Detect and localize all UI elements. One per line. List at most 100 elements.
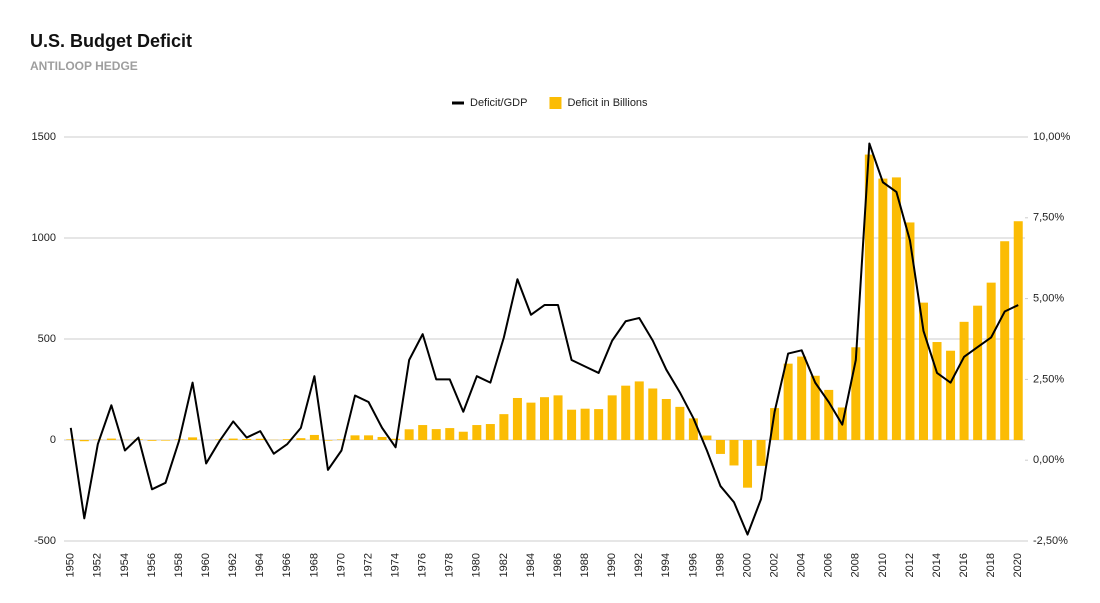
chart-subtitle: ANTILOOP HEDGE bbox=[30, 59, 138, 73]
bar bbox=[986, 282, 996, 440]
x-tick-label: 2018 bbox=[985, 553, 997, 577]
x-tick-label: 1952 bbox=[92, 553, 104, 577]
x-tick-label: 1986 bbox=[552, 553, 564, 577]
bar bbox=[770, 408, 780, 440]
line bbox=[69, 142, 1019, 536]
bar bbox=[810, 375, 820, 440]
x-tick-label: 1990 bbox=[606, 553, 618, 577]
x-tick-label: 1982 bbox=[498, 553, 510, 577]
x-tick-label: 2004 bbox=[796, 553, 808, 577]
bar bbox=[404, 429, 414, 440]
y-tick-label: 1500 bbox=[32, 131, 56, 143]
bar bbox=[851, 347, 861, 440]
bar bbox=[567, 409, 577, 440]
bar bbox=[350, 435, 360, 440]
x-tick-label: 2012 bbox=[904, 553, 916, 577]
x-tick-label: 1970 bbox=[335, 553, 347, 577]
y2-tick-label: 2,50% bbox=[1033, 373, 1064, 385]
x-tick-label: 1998 bbox=[714, 553, 726, 577]
x-tick-label: 1960 bbox=[200, 553, 212, 577]
bar bbox=[918, 302, 928, 440]
bar bbox=[282, 439, 292, 440]
legend-swatch bbox=[549, 97, 562, 109]
bar bbox=[309, 434, 319, 440]
bar bbox=[905, 222, 915, 440]
bar bbox=[783, 363, 793, 440]
x-tick-label: 1978 bbox=[444, 553, 456, 577]
bar bbox=[445, 428, 455, 440]
bar bbox=[634, 381, 644, 440]
x-tick-label: 1988 bbox=[579, 553, 591, 577]
bar bbox=[472, 425, 482, 440]
bar bbox=[675, 406, 685, 440]
bar bbox=[188, 437, 198, 440]
bar bbox=[336, 439, 346, 440]
bar bbox=[296, 438, 306, 440]
bar bbox=[932, 342, 942, 440]
x-tick-label: 2002 bbox=[769, 553, 781, 577]
bar bbox=[255, 438, 265, 440]
x-tick-label: 1956 bbox=[146, 553, 158, 577]
y-tick-label: 1000 bbox=[32, 232, 56, 244]
chart-title: U.S. Budget Deficit bbox=[30, 31, 192, 51]
bar bbox=[715, 440, 725, 454]
bar bbox=[1013, 221, 1023, 440]
y2-tick-label: 5,00% bbox=[1033, 293, 1064, 305]
bar bbox=[946, 350, 956, 440]
bar bbox=[729, 440, 739, 466]
bar bbox=[891, 177, 901, 440]
bar bbox=[66, 439, 76, 440]
x-tick-label: 2020 bbox=[1012, 553, 1024, 577]
y-tick-label: 0 bbox=[50, 434, 56, 446]
bar bbox=[485, 424, 495, 440]
x-tick-label: 1976 bbox=[417, 553, 429, 577]
bar bbox=[147, 440, 157, 441]
bar bbox=[526, 402, 536, 440]
bar bbox=[959, 321, 969, 440]
bar bbox=[242, 438, 252, 440]
x-tick-label: 1968 bbox=[308, 553, 320, 577]
x-tick-label: 1962 bbox=[227, 553, 239, 577]
bar bbox=[79, 440, 89, 442]
x-tick-label: 1958 bbox=[173, 553, 185, 577]
bar bbox=[580, 408, 590, 440]
x-tick-label: 2000 bbox=[741, 553, 753, 577]
x-tick-label: 2006 bbox=[823, 553, 835, 577]
bar bbox=[458, 431, 468, 440]
bar bbox=[499, 414, 509, 440]
bar bbox=[391, 438, 401, 440]
x-tick-label: 2008 bbox=[850, 553, 862, 577]
x-tick-label: 1972 bbox=[362, 553, 374, 577]
bar bbox=[702, 435, 712, 440]
bar bbox=[553, 395, 563, 440]
bar bbox=[540, 397, 549, 440]
x-tick-label: 1984 bbox=[525, 553, 537, 577]
bar bbox=[228, 438, 238, 440]
bar bbox=[878, 178, 888, 440]
bar bbox=[661, 398, 671, 440]
bar bbox=[106, 438, 116, 440]
bar bbox=[377, 436, 387, 440]
bar bbox=[418, 425, 428, 440]
bar bbox=[512, 397, 522, 440]
y2-tick-label: 10,00% bbox=[1033, 131, 1071, 143]
bar bbox=[607, 395, 617, 440]
x-tick-label: 1966 bbox=[281, 553, 293, 577]
x-tick-label: 1954 bbox=[119, 553, 131, 577]
bar bbox=[161, 440, 171, 441]
bar bbox=[756, 440, 766, 466]
y2-tick-label: 0,00% bbox=[1033, 454, 1064, 466]
bar bbox=[973, 305, 983, 440]
y-tick-label: -500 bbox=[34, 535, 56, 547]
legend-label: Deficit in Billions bbox=[567, 97, 648, 109]
bar bbox=[323, 440, 333, 441]
x-tick-label: 1994 bbox=[660, 553, 672, 577]
y-tick-label: 500 bbox=[38, 333, 56, 345]
bar bbox=[648, 388, 658, 440]
legend-label: Deficit/GDP bbox=[470, 97, 527, 109]
x-tick-label: 2010 bbox=[877, 553, 889, 577]
bar bbox=[364, 435, 374, 440]
y2-tick-label: 7,50% bbox=[1033, 212, 1064, 224]
bar bbox=[797, 356, 807, 440]
